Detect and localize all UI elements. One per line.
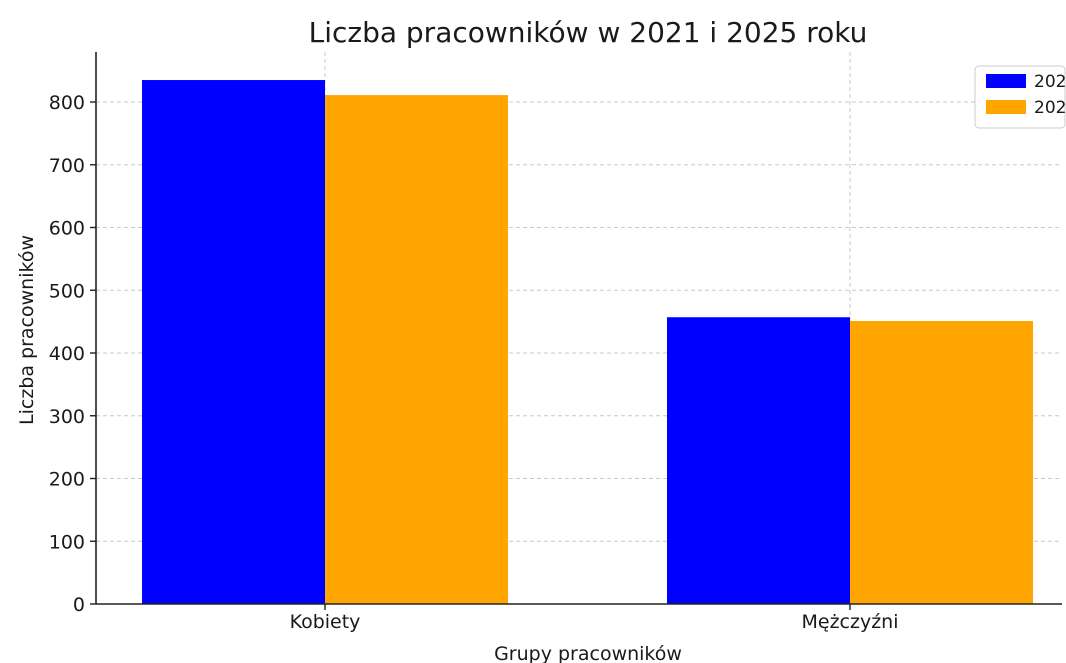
y-tick-label: 100 xyxy=(49,531,85,553)
axes xyxy=(95,52,1062,605)
y-tick-label: 500 xyxy=(49,280,85,302)
legend-swatch-2025 xyxy=(986,100,1026,114)
bar-2021-0 xyxy=(142,80,325,605)
legend-swatch-2021 xyxy=(986,74,1026,88)
x-tick-label: Kobiety xyxy=(290,611,361,633)
y-tick-label: 700 xyxy=(49,155,85,177)
y-ticks: 0 100 200 300 400 500 600 700 800 xyxy=(49,92,96,616)
x-axis-title: Grupy pracowników xyxy=(494,643,682,663)
y-tick-label: 300 xyxy=(49,406,85,428)
y-axis-title: Liczba pracowników xyxy=(16,235,38,425)
chart-title: Liczba pracowników w 2021 i 2025 roku xyxy=(309,16,868,49)
y-tick-label: 600 xyxy=(49,218,85,240)
x-ticks: Kobiety Mężczyźni xyxy=(290,604,899,633)
bar-2025-0 xyxy=(325,95,508,604)
x-tick-label: Mężczyźni xyxy=(801,611,898,633)
y-tick-label: 200 xyxy=(49,469,85,491)
legend-label: 2025 xyxy=(1034,98,1066,118)
y-tick-label: 0 xyxy=(73,594,85,616)
y-tick-label: 400 xyxy=(49,343,85,365)
y-tick-label: 800 xyxy=(49,92,85,114)
bar-2021-1 xyxy=(667,317,850,604)
legend-label: 2021 xyxy=(1034,72,1066,92)
bars xyxy=(142,80,1033,605)
bar-2025-1 xyxy=(850,320,1033,604)
legend: 2021 2025 xyxy=(974,65,1066,129)
